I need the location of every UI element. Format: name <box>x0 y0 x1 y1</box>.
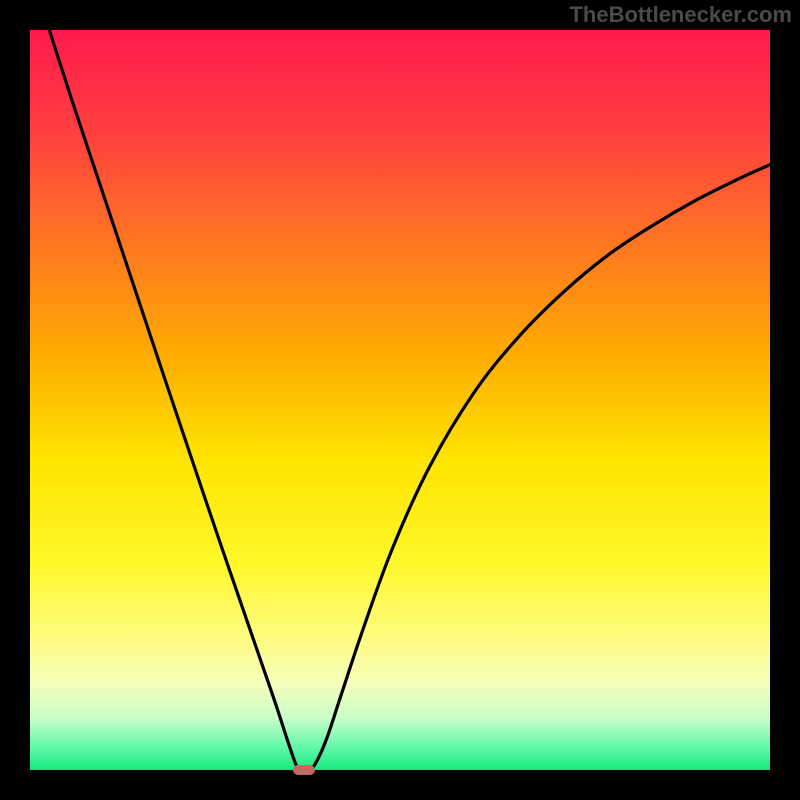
chart-root: TheBottlenecker.com <box>0 0 800 800</box>
optimal-point-marker <box>293 765 315 775</box>
curve-path <box>49 30 770 770</box>
plot-area <box>30 30 770 770</box>
plot-stack <box>30 30 770 770</box>
bottleneck-curve <box>30 30 770 770</box>
watermark-text: TheBottlenecker.com <box>569 2 792 28</box>
